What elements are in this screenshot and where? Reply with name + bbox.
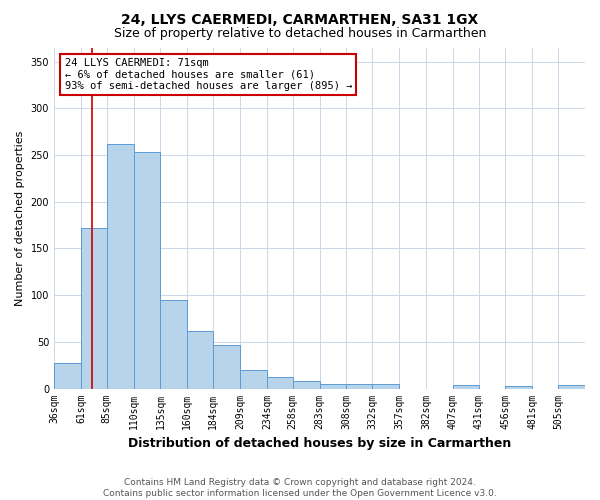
Bar <box>267 378 293 388</box>
Bar <box>107 144 134 388</box>
Y-axis label: Number of detached properties: Number of detached properties <box>15 130 25 306</box>
Bar <box>558 385 585 388</box>
Bar <box>213 344 240 389</box>
Bar <box>240 370 267 388</box>
Bar <box>453 385 479 388</box>
Bar <box>134 152 160 388</box>
Bar <box>320 384 346 388</box>
X-axis label: Distribution of detached houses by size in Carmarthen: Distribution of detached houses by size … <box>128 437 511 450</box>
Bar <box>160 300 187 388</box>
Text: Contains HM Land Registry data © Crown copyright and database right 2024.
Contai: Contains HM Land Registry data © Crown c… <box>103 478 497 498</box>
Text: Size of property relative to detached houses in Carmarthen: Size of property relative to detached ho… <box>114 28 486 40</box>
Text: 24 LLYS CAERMEDI: 71sqm
← 6% of detached houses are smaller (61)
93% of semi-det: 24 LLYS CAERMEDI: 71sqm ← 6% of detached… <box>65 58 352 91</box>
Text: 24, LLYS CAERMEDI, CARMARTHEN, SA31 1GX: 24, LLYS CAERMEDI, CARMARTHEN, SA31 1GX <box>121 12 479 26</box>
Bar <box>187 330 213 388</box>
Bar <box>346 384 372 388</box>
Bar <box>81 228 107 388</box>
Bar <box>372 384 399 388</box>
Bar <box>293 381 320 388</box>
Bar <box>505 386 532 388</box>
Bar <box>54 364 81 388</box>
